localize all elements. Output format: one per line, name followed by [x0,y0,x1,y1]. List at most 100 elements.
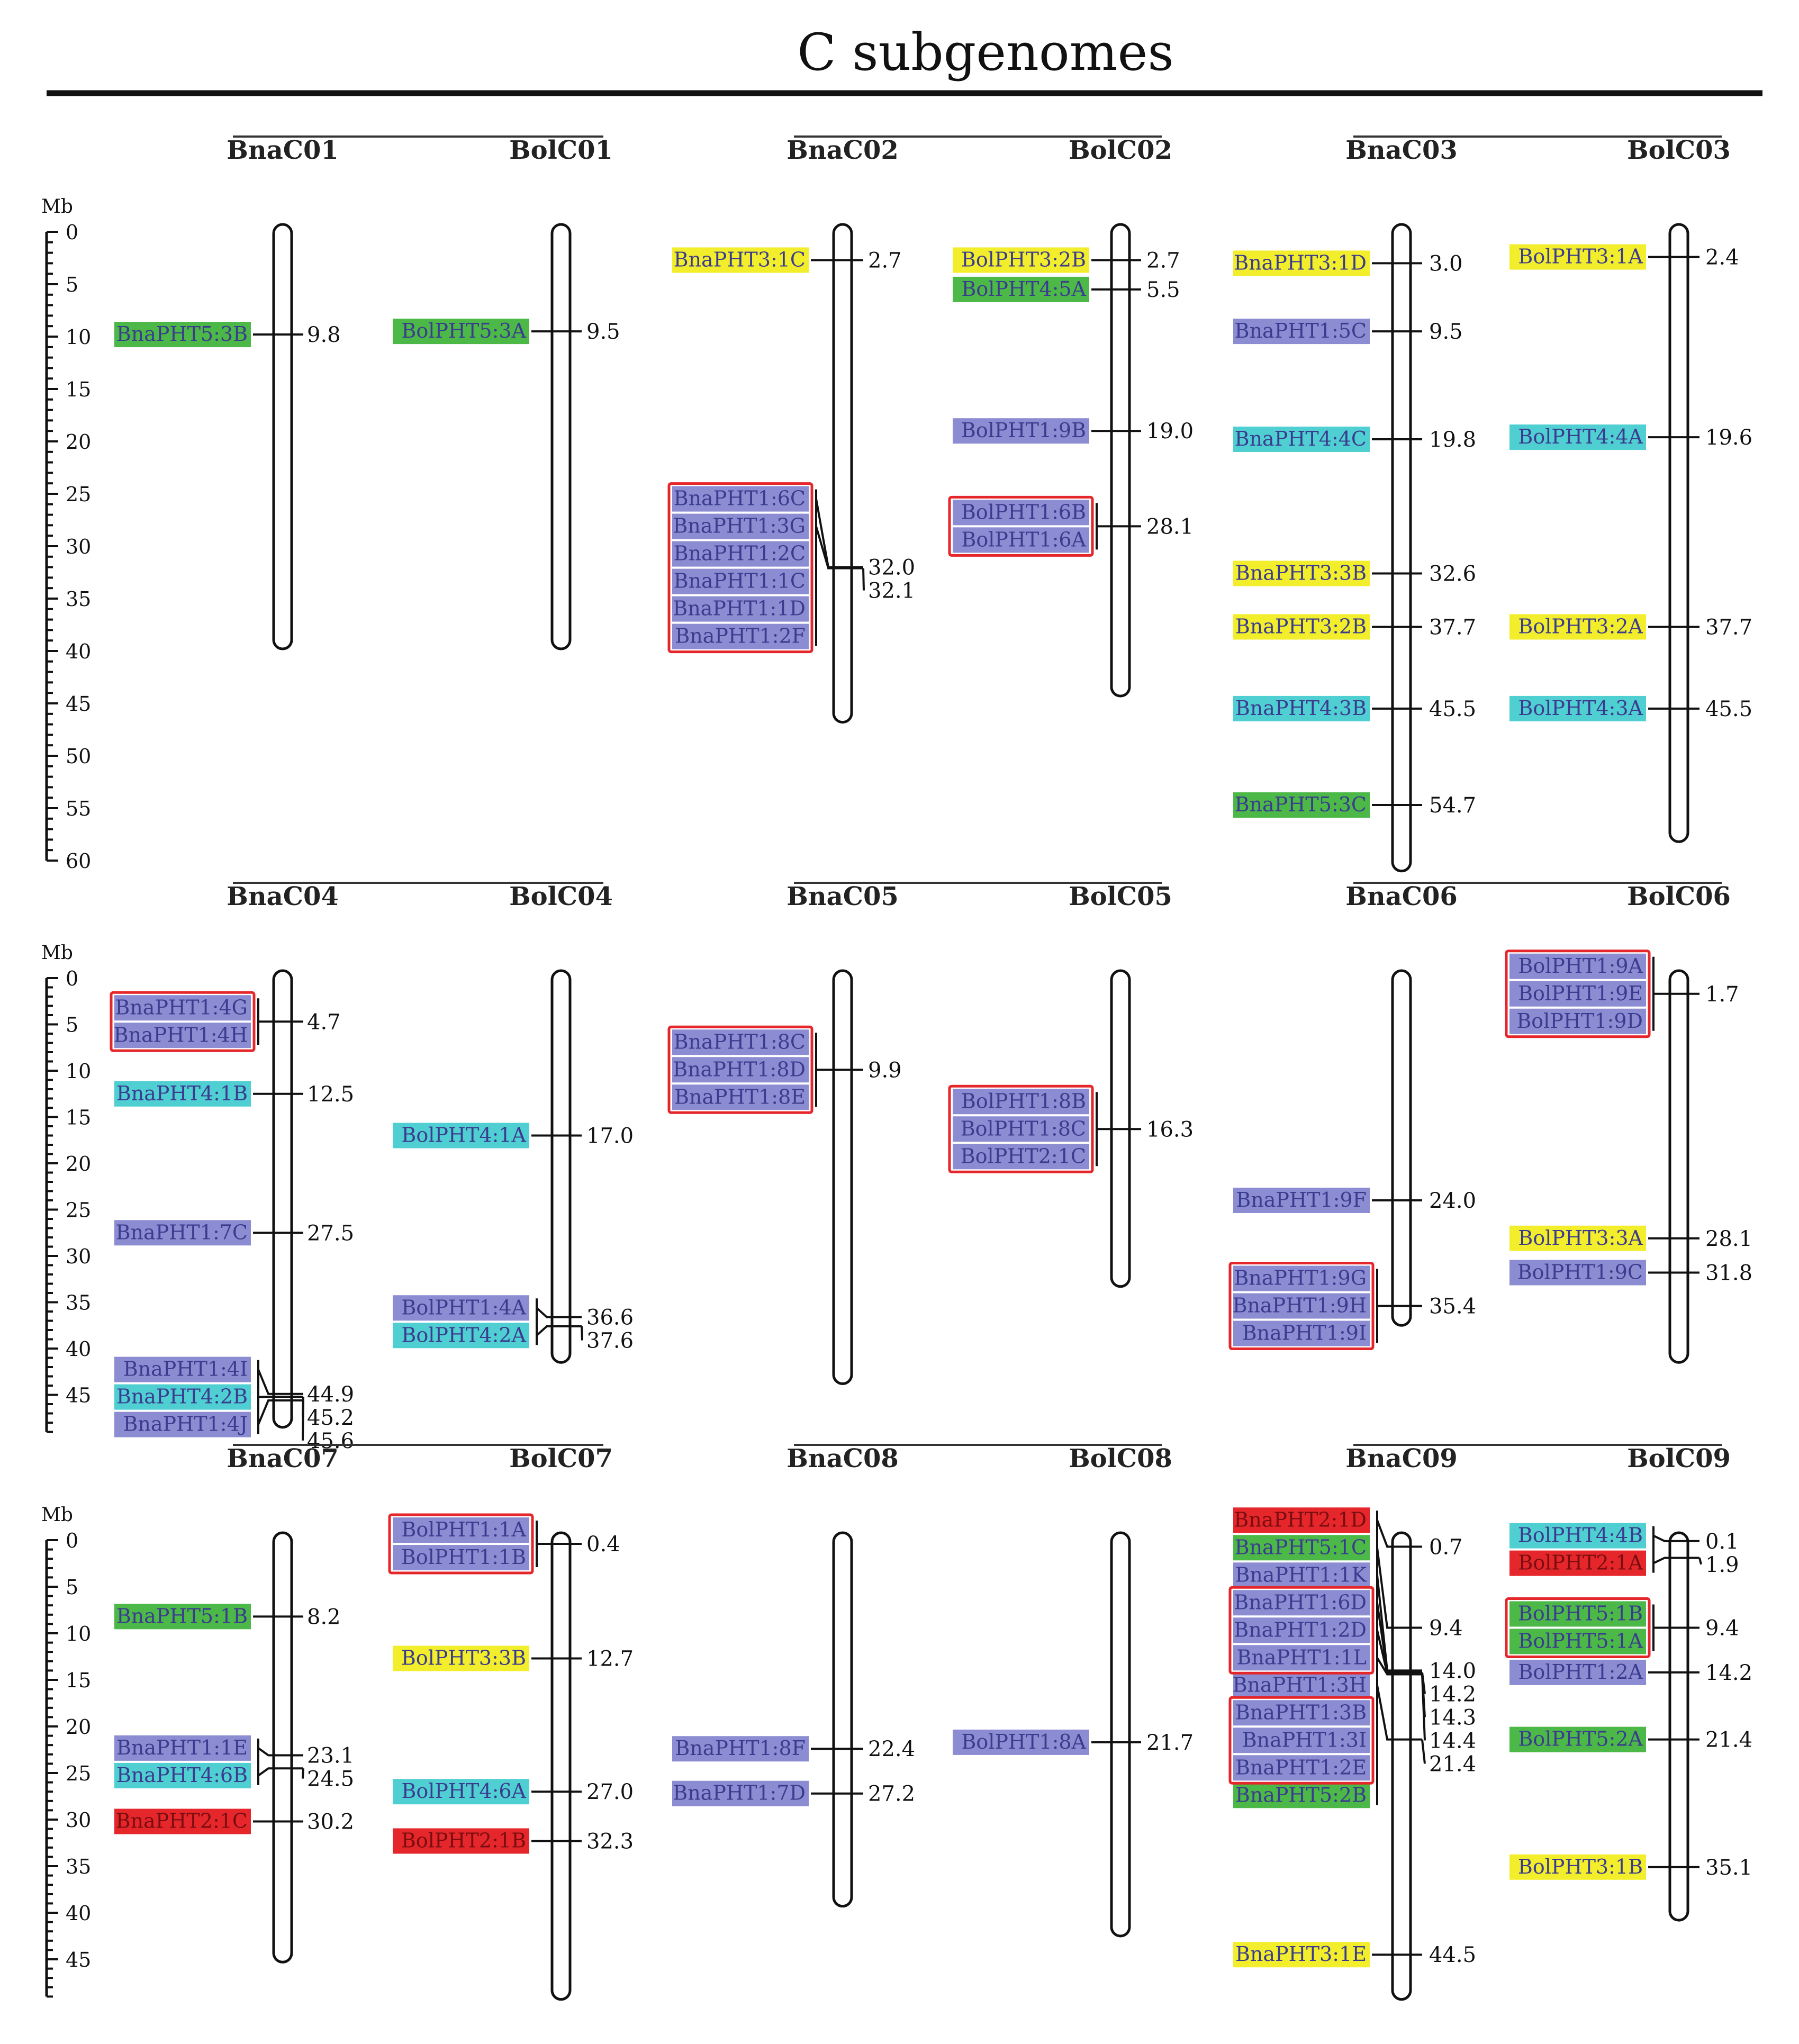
gene-label: BnaPHT1:3B [1235,1701,1367,1724]
gene-label: BnaPHT1:4J [123,1413,248,1436]
gene-position: 14.0 [1429,1659,1476,1683]
gene-position: 23.1 [307,1744,354,1768]
gene-locus: BolPHT3:2B 2.7 [953,247,1180,273]
gene-locus: BolPHT4:4A 19.6 [1509,424,1752,450]
gene-label: BnaPHT1:9I [1242,1322,1367,1345]
gene-position: 1.9 [1705,1553,1739,1577]
gene-label: BolPHT4:5A [961,277,1086,301]
chromosome-name: BolC01 [509,135,613,165]
gene-label: BolPHT4:4B [1518,1524,1643,1547]
chromosome-body [1668,223,1689,843]
gene-label: BolPHT1:8A [961,1730,1086,1753]
gene-position: 24.0 [1429,1189,1476,1213]
gene-locus: BnaPHT2:1D BnaPHT5:1C BnaPHT1:1K BnaPHT1:6D… [1228,1507,1476,1808]
chromosome-pair: BnaC07 BnaPHT5:1B 8.2 BnaPHT1:1E BnaPHT4:6B 2… [114,1444,634,2001]
gene-cluster-box [1228,1262,1375,1350]
gene-label-background [672,1780,809,1806]
gene-label: BolPHT1:6A [961,528,1086,551]
gene-label: BnaPHT1:4I [123,1358,248,1381]
chromosome-body [832,223,853,724]
gene-label-background [1233,1755,1370,1781]
gene-label: BolPHT2:1A [1518,1551,1643,1575]
chromosome-name: BolC05 [1069,882,1172,911]
gene-position: 4.7 [307,1010,341,1034]
chromosome-pair: BnaC05BnaPHT1:8CBnaPHT1:8DBnaPHT1:8E9.9B… [667,882,1194,1385]
gene-locus: BnaPHT3:2B 37.7 [1233,614,1476,640]
gene-position: 0.1 [1705,1530,1739,1554]
gene-connector [1376,1520,1422,1548]
gene-locus: BolPHT5:1B BolPHT5:1A 9.4 [1505,1597,1739,1658]
chromosome-pair: BnaC08 BnaPHT1:8F 22.4 BnaPHT1:7D 27.2 BolC08… [672,1444,1194,1938]
gene-label: BnaPHT1:9F [1236,1188,1367,1211]
gene-position: 16.3 [1146,1117,1194,1142]
gene-label-background [1233,560,1370,586]
gene-connector [536,1307,582,1318]
gene-position: 21.4 [1705,1728,1752,1752]
scale-tick-label: 40 [66,1337,91,1361]
gene-label: BolPHT1:4A [401,1296,526,1319]
position-leader [1421,1674,1426,1741]
gene-label: BolPHT3:2B [961,248,1086,271]
gene-label-background [1233,1617,1370,1643]
gene-locus: BolPHT1:9A BolPHT1:9E BolPHT1:9D 1.7 [1505,949,1739,1038]
gene-position: 5.5 [1146,278,1180,302]
gene-position: 0.7 [1429,1535,1463,1559]
chromosome-bolc08: BolC08 BolPHT1:8A 21.7 [953,1444,1194,1938]
gene-label-background [114,995,251,1021]
gene-position: 14.2 [1705,1661,1752,1685]
gene-label-background [1233,1293,1370,1319]
gene-position: 36.6 [586,1306,634,1330]
gene-cluster-box [948,495,1094,557]
chromosome-pair: BnaC04 BnaPHT1:4G BnaPHT1:4H 4.7 BnaPHT4:1B 1… [110,882,634,1453]
gene-locus: BnaPHT1:5C 9.5 [1233,319,1463,345]
gene-label-background [393,1779,529,1805]
gene-label-background [953,276,1089,302]
gene-label: BnaPHT1:2F [675,625,806,648]
gene-cluster-box [667,1025,813,1114]
gene-label: BnaPHT4:2B [116,1385,248,1408]
scale-tick-label: 20 [66,1152,91,1175]
gene-position: 37.7 [1429,615,1476,639]
gene-label-background [1509,1854,1646,1880]
gene-position: 45.5 [1705,697,1752,721]
position-leader [1698,1557,1702,1565]
gene-locus: BnaPHT1:4I BnaPHT4:2B BnaPHT1:4J 44.945.245… [114,1356,354,1453]
scale-tick-label: 35 [66,1855,91,1878]
chromosome-body [832,969,853,1385]
gene-label-background [1509,1225,1646,1251]
gene-label: BnaPHT5:2B [1235,1783,1367,1806]
gene-label: BnaPHT2:1D [1234,1508,1367,1531]
gene-label: BnaPHT1:6C [674,487,806,510]
gene-label-background [114,1384,251,1410]
gene-label-background [1233,250,1370,276]
scale-bar: Mb 0 5 10 15 20 25 30 35 40 45 50 55 60 [41,196,91,873]
gene-locus: BnaPHT1:1E BnaPHT4:6B 23.124.5 [114,1735,354,1792]
gene-label: BnaPHT1:9H [1233,1294,1367,1317]
gene-label-background [393,1123,529,1148]
gene-label-background [672,623,809,649]
chromosome-pair: BnaC01 BnaPHT5:3B 9.8 BolC01 BolPHT5:3A 9.5 [114,135,620,650]
scale-tick-label: 0 [66,221,78,244]
gene-locus: BolPHT3:1A 2.4 [1509,244,1739,270]
gene-label-background [672,1084,809,1110]
gene-label: BnaPHT2:1C [116,1810,248,1833]
gene-connector [257,1747,303,1757]
gene-label: BolPHT1:9E [1518,982,1643,1005]
scale-tick-label: 45 [66,1948,91,1971]
gene-position: 12.5 [307,1082,354,1107]
gene-position: 44.5 [1429,1943,1476,1967]
gene-label: BnaPHT3:3B [1235,561,1367,584]
gene-label-background [114,1762,251,1788]
gene-position: 19.0 [1146,419,1194,444]
scale-tick-label: 40 [66,1902,91,1925]
gene-label-background [114,1356,251,1382]
gene-label-background [1233,695,1370,721]
gene-position: 9.5 [1429,320,1463,344]
chromosome-bolc04: BolC04 BolPHT4:1A 17.0 BolPHT1:4A BolPHT4:2A… [393,882,634,1364]
gene-locus: BolPHT3:2A 37.7 [1509,614,1752,640]
gene-cluster-box [667,482,813,654]
gene-connector [257,1399,303,1425]
gene-position: 17.0 [586,1124,634,1148]
